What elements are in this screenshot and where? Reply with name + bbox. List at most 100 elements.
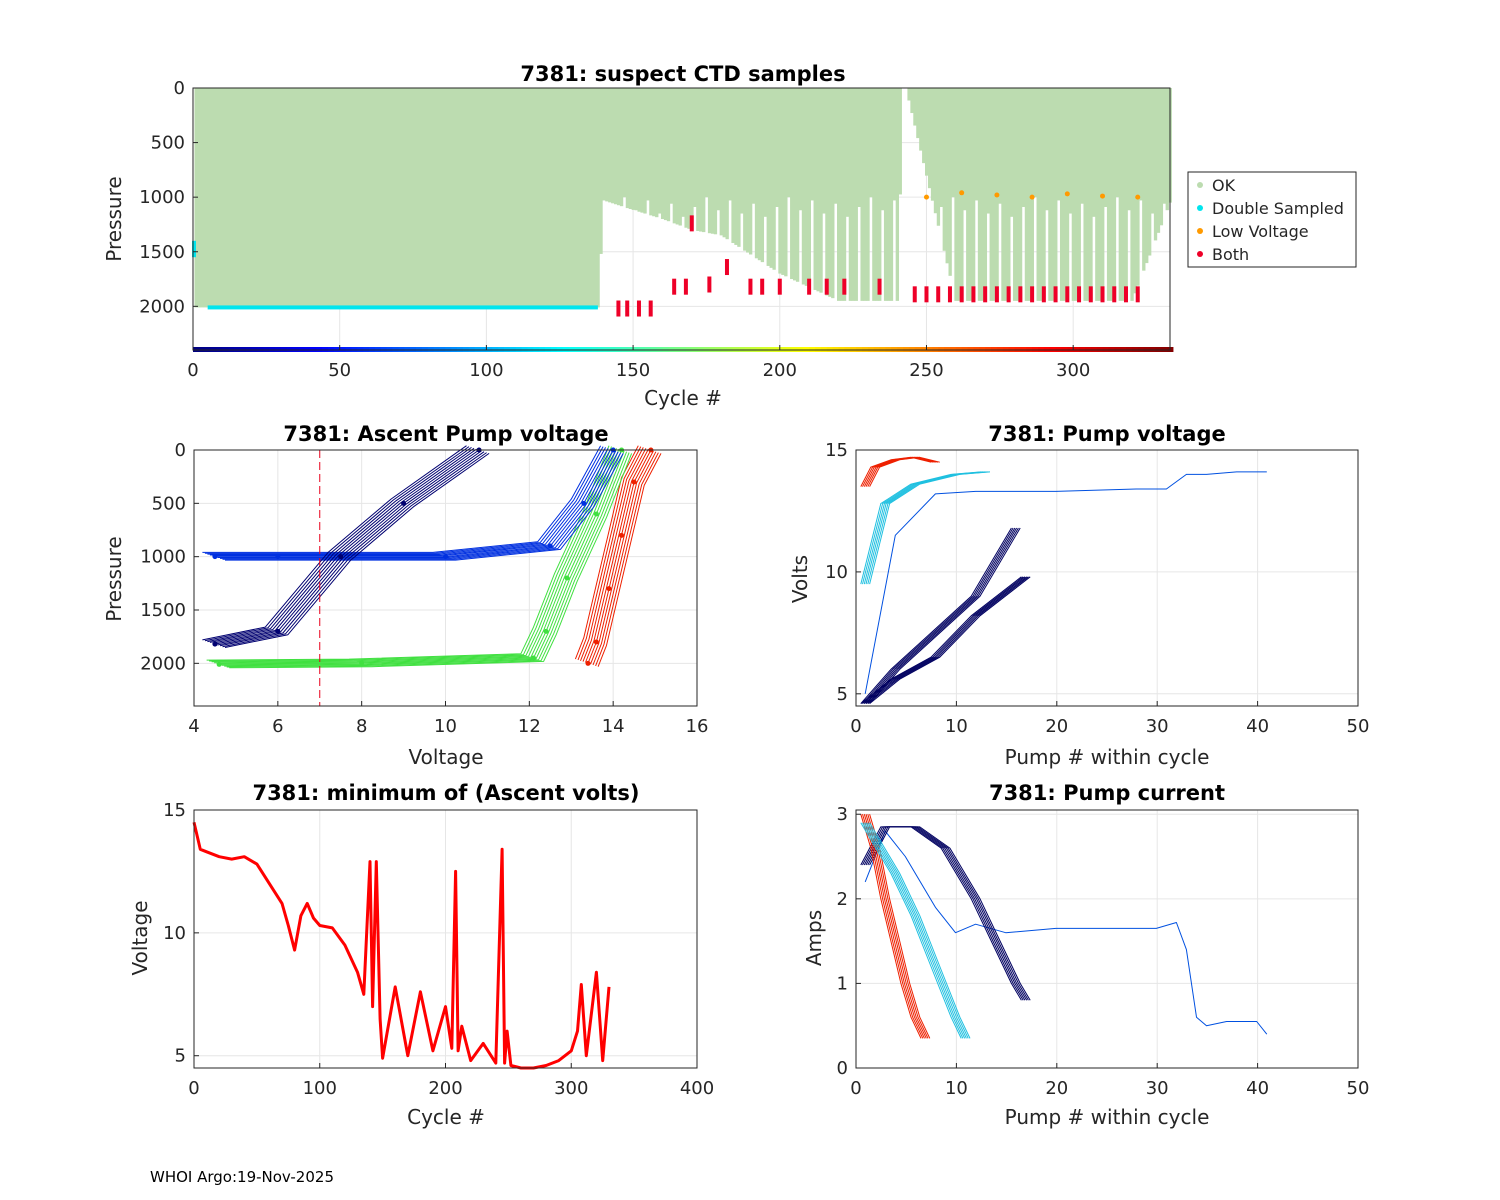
suspect-ytick-label: 0: [174, 78, 185, 99]
ascent-point: [531, 655, 537, 661]
ok-sample-column: [349, 88, 354, 308]
ok-sample-column: [766, 88, 770, 266]
ascent-series-line: [587, 449, 652, 664]
ascent-series-line: [202, 445, 467, 641]
ascent-series-line: [222, 452, 487, 648]
ok-sample-column: [534, 88, 539, 308]
pump_voltage-series-line: [867, 576, 1029, 704]
ok-sample-column: [540, 88, 545, 308]
both-flag-mark: [689, 215, 694, 232]
pump_voltage-plot-frame: [855, 449, 1359, 707]
ok-sample-column: [1121, 88, 1125, 301]
ok-sample-column: [567, 88, 571, 308]
ok-sample-column: [614, 88, 618, 205]
ok-sample-column: [411, 88, 415, 308]
ok-sample-column: [969, 88, 973, 301]
ok-sample-column: [763, 88, 767, 217]
ok-sample-column: [370, 88, 374, 308]
ascent_pump-ytick-label: 0: [175, 440, 186, 461]
legend-entry-double-sampled: Double Sampled: [1212, 199, 1344, 218]
pump_voltage-data: [860, 456, 1267, 704]
ok-sample-column: [379, 88, 383, 308]
ok-sample-column: [493, 88, 498, 308]
suspect-plot-frame: [192, 87, 1171, 351]
legend-marker-low-voltage: [1197, 228, 1203, 234]
ascent_pump-ytick-label: 1000: [140, 547, 186, 568]
ascent-point: [216, 661, 222, 667]
ok-sample-column: [1007, 88, 1011, 301]
pump_current-plot-frame: [855, 809, 1359, 1069]
ok-sample-column: [347, 88, 351, 308]
ok-sample-column: [1106, 88, 1111, 301]
suspect-xtick-label: 300: [1056, 360, 1090, 381]
ok-sample-column: [784, 88, 788, 277]
min_volts-xtick-label: 300: [554, 1078, 588, 1099]
pump_current-series-line: [863, 822, 966, 1039]
ok-sample-column: [446, 88, 451, 308]
ok-sample-column: [264, 88, 269, 308]
ok-sample-column: [564, 88, 568, 308]
ok-sample-column: [939, 88, 944, 207]
ok-sample-column: [308, 88, 313, 308]
ok-sample-column: [977, 88, 982, 301]
ascent-series-line: [226, 452, 630, 668]
ok-sample-column: [643, 88, 647, 214]
suspect-ytick-label: 500: [151, 133, 185, 154]
double-sampled-band: [207, 305, 598, 310]
ok-sample-column: [713, 88, 718, 235]
ok-sample-column: [971, 88, 976, 301]
ascent-series-line: [215, 449, 614, 558]
suspect-ctd-xlabel: Cycle #: [644, 386, 722, 410]
ok-sample-column: [320, 88, 324, 308]
ok-sample-column: [212, 88, 216, 308]
pump_current-ytick-label: 3: [837, 804, 848, 825]
ok-sample-column: [898, 88, 902, 195]
pump_current-series-line: [860, 822, 962, 1039]
pump_voltage-series-line: [862, 527, 1014, 704]
ok-sample-column: [1159, 88, 1164, 226]
suspect-xtick-label: 50: [328, 360, 351, 381]
ok-sample-column: [408, 88, 412, 308]
ok-sample-column: [481, 88, 486, 308]
ok-sample-column: [860, 88, 864, 301]
ok-sample-column: [866, 88, 870, 301]
ok-sample-column: [886, 88, 891, 301]
ok-sample-column: [1156, 88, 1161, 233]
ok-sample-column: [581, 88, 586, 308]
ok-sample-column: [220, 88, 225, 308]
pump-current-axes: 7381: Pump current Pump # within cycle A…: [802, 781, 1369, 1129]
ok-sample-column: [1071, 88, 1076, 301]
pump_voltage-series-line: [869, 471, 991, 585]
ok-sample-column: [1027, 88, 1032, 301]
double-sampled-segment: [192, 240, 196, 258]
ok-sample-column: [593, 88, 597, 308]
ok-sample-column: [244, 88, 248, 308]
ascent_pump-ytick-label: 500: [152, 493, 186, 514]
both-flag-mark: [616, 300, 621, 317]
ok-sample-column: [405, 88, 410, 308]
pump_voltage-series-line: [860, 527, 1012, 704]
both-flag-mark: [1018, 286, 1023, 303]
pump-voltage-xlabel: Pump # within cycle: [1005, 745, 1210, 769]
ok-sample-column: [282, 88, 286, 308]
ok-sample-column: [528, 88, 533, 308]
both-flag-mark: [1112, 286, 1117, 303]
ok-sample-column: [798, 88, 803, 211]
ok-sample-column: [396, 88, 401, 308]
ok-sample-column: [1086, 88, 1090, 301]
ok-sample-column: [517, 88, 521, 308]
ok-sample-column: [267, 88, 272, 308]
pump_voltage-xtick-label: 50: [1347, 716, 1370, 737]
ascent-series-line: [592, 451, 657, 666]
ok-sample-column: [502, 88, 506, 308]
ok-sample-column: [382, 88, 386, 308]
pump_current-xtick-label: 20: [1045, 1078, 1068, 1099]
ok-sample-column: [440, 88, 445, 308]
pump_voltage-series-line: [869, 576, 1031, 704]
pump_current-series-line: [863, 814, 925, 1039]
ok-sample-column: [1054, 88, 1058, 301]
ok-sample-column: [699, 88, 703, 232]
both-flag-mark: [1123, 286, 1128, 303]
suspect-ctd-title: 7381: suspect CTD samples: [520, 62, 845, 86]
ok-sample-column: [1118, 88, 1122, 301]
